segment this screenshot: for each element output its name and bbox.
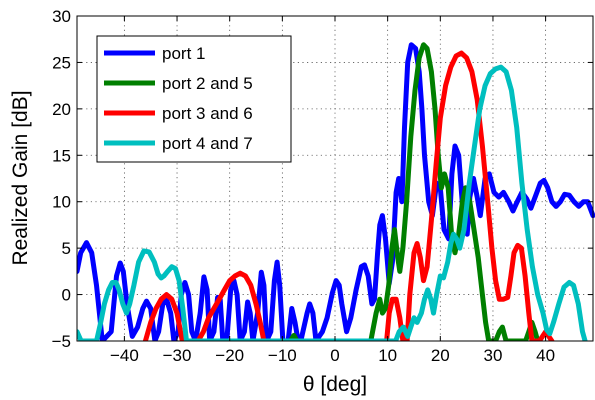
y-tick-label: −5	[52, 332, 71, 351]
series-line-port-4-and-7	[77, 64, 588, 341]
x-tick-label: −10	[268, 346, 297, 365]
y-tick-label: 0	[62, 286, 71, 305]
x-tick-label: 30	[483, 346, 502, 365]
y-axis-ticks: −5 0 5 10 15 20 25 30	[52, 7, 593, 351]
legend-label-port-2-and-5: port 2 and 5	[162, 74, 253, 93]
y-tick-label: 25	[52, 53, 71, 72]
legend-label-port-4-and-7: port 4 and 7	[162, 134, 253, 153]
y-tick-label: 30	[52, 7, 71, 26]
y-axis-label: Realized Gain [dB]	[9, 90, 32, 265]
grid	[77, 16, 593, 341]
y-tick-label: 5	[62, 239, 71, 258]
legend-label-port-3-and-6: port 3 and 6	[162, 104, 253, 123]
x-tick-label: −40	[110, 346, 139, 365]
series-lines	[77, 42, 595, 341]
legend-label-port-1: port 1	[162, 44, 205, 63]
x-tick-label: 10	[378, 346, 397, 365]
y-tick-label: 20	[52, 100, 71, 119]
y-tick-label: 10	[52, 193, 71, 212]
x-tick-label: 40	[536, 346, 555, 365]
x-tick-label: −30	[163, 346, 192, 365]
x-tick-label: 20	[431, 346, 450, 365]
series-line-port-2-and-5	[287, 42, 541, 341]
legend: port 1 port 2 and 5 port 3 and 6 port 4 and…	[96, 35, 292, 163]
x-tick-label: 0	[330, 346, 339, 365]
x-axis-label: θ [deg]	[303, 373, 367, 396]
x-axis-ticks: −40 −30 −20 −10 0 10 20 30 40	[110, 16, 555, 365]
x-tick-label: −20	[215, 346, 244, 365]
series-line-port-3-and-6	[142, 50, 555, 341]
y-tick-label: 15	[52, 146, 71, 165]
